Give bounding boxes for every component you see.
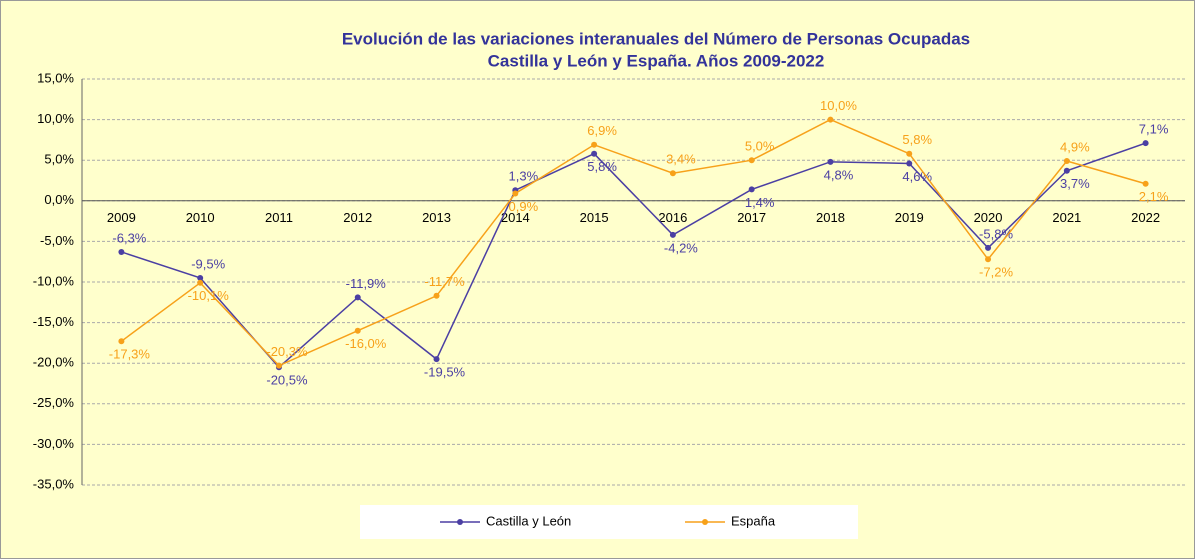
data-label: -16,0%: [345, 336, 387, 351]
data-label: -20,3%: [266, 344, 308, 359]
legend-box: [360, 505, 858, 539]
series-line: [120, 118, 1146, 367]
data-label: 3,7%: [1060, 176, 1090, 191]
x-tick-label: 2009: [107, 210, 136, 225]
data-point: [275, 362, 282, 369]
data-point: [118, 338, 125, 345]
data-label: -19,5%: [424, 365, 466, 380]
data-point: [669, 170, 676, 177]
y-tick-label: -30,0%: [33, 436, 75, 451]
data-point: [1063, 158, 1070, 165]
data-point: [354, 327, 361, 334]
y-tick-label: 15,0%: [37, 70, 74, 85]
data-label: -9,5%: [191, 256, 225, 271]
data-label: 4,8%: [824, 167, 854, 182]
data-point: [748, 186, 755, 193]
data-point: [433, 292, 440, 299]
data-point: [354, 294, 361, 301]
data-label: 6,9%: [587, 123, 617, 138]
x-tick-label: 2018: [816, 210, 845, 225]
data-point: [906, 160, 913, 167]
x-tick-label: 2016: [658, 210, 687, 225]
x-tick-label: 2010: [186, 210, 215, 225]
data-point: [906, 150, 913, 157]
data-label: -4,2%: [664, 240, 698, 255]
y-tick-label: -35,0%: [33, 476, 75, 491]
data-point: [985, 244, 992, 251]
data-label: 5,8%: [587, 159, 617, 174]
data-label: -6,3%: [112, 230, 146, 245]
data-label: 5,0%: [745, 139, 775, 154]
data-point: [1142, 140, 1149, 147]
legend-marker: [457, 519, 463, 525]
data-label: 10,0%: [820, 98, 857, 113]
data-point: [512, 190, 519, 197]
data-point: [827, 158, 834, 165]
data-label: 4,9%: [1060, 139, 1090, 154]
data-point: [985, 256, 992, 263]
y-tick-label: -25,0%: [33, 395, 75, 410]
y-tick-label: -5,0%: [40, 233, 74, 248]
data-label: -7,2%: [979, 265, 1013, 280]
data-label: -10,1%: [188, 288, 230, 303]
x-tick-label: 2017: [737, 210, 766, 225]
data-label: 3,4%: [666, 152, 696, 167]
x-tick-label: 2019: [895, 210, 924, 225]
y-tick-label: 0,0%: [44, 192, 74, 207]
data-label: -11,7%: [424, 274, 465, 289]
data-label: 7,1%: [1139, 122, 1169, 137]
data-point: [827, 116, 834, 123]
data-label: -11,9%: [346, 276, 387, 291]
data-label: 5,8%: [902, 132, 932, 147]
x-tick-label: 2013: [422, 210, 451, 225]
x-tick-label: 2015: [580, 210, 609, 225]
x-tick-label: 2011: [265, 210, 293, 225]
x-tick-label: 2012: [343, 210, 372, 225]
data-point: [591, 150, 598, 157]
legend-marker: [702, 519, 708, 525]
data-label: 0,9%: [509, 199, 539, 214]
series-line: [121, 142, 1146, 369]
data-label: 1,4%: [745, 195, 775, 210]
x-tick-label: 2021: [1052, 210, 1081, 225]
data-label: 1,3%: [509, 169, 539, 184]
data-label: -17,3%: [109, 347, 151, 362]
x-tick-label: 2020: [974, 210, 1003, 225]
x-tick-label: 2022: [1131, 210, 1160, 225]
y-tick-label: -15,0%: [33, 314, 75, 329]
y-tick-label: -10,0%: [33, 273, 75, 288]
y-tick-label: 5,0%: [44, 152, 74, 167]
y-tick-label: 10,0%: [37, 111, 74, 126]
data-point: [1063, 167, 1070, 174]
data-point: [433, 356, 440, 363]
chart-subtitle: Castilla y León y España. Años 2009-2022: [488, 51, 825, 70]
data-label: -20,5%: [266, 373, 308, 388]
data-label: 2,1%: [1139, 189, 1169, 204]
data-point: [591, 141, 598, 148]
data-point: [669, 231, 676, 238]
chart-title: Evolución de las variaciones interanuale…: [342, 29, 970, 48]
data-point: [748, 157, 755, 164]
x-tick-label: 2014: [501, 210, 530, 225]
data-point: [1142, 180, 1149, 187]
data-point: [197, 279, 204, 286]
data-point: [197, 274, 204, 281]
y-tick-label: -20,0%: [33, 355, 75, 370]
data-point: [118, 248, 125, 255]
data-label: 4,6%: [902, 169, 932, 184]
legend-label: España: [731, 513, 776, 528]
legend-label: Castilla y León: [486, 513, 571, 528]
